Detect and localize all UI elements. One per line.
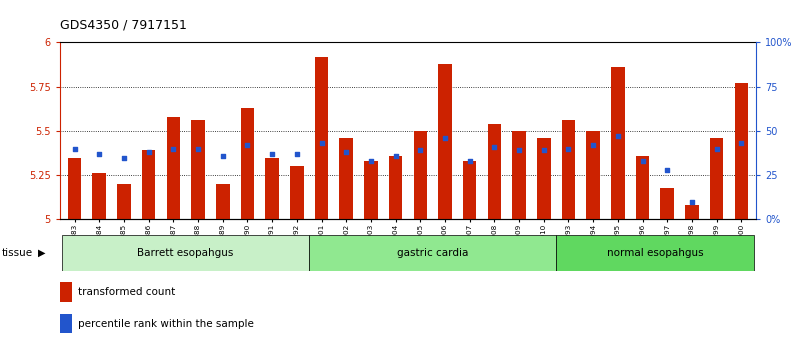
Point [389, 153, 402, 159]
Point [661, 167, 673, 173]
Bar [587, 131, 600, 219]
Bar [240, 108, 254, 219]
Text: transformed count: transformed count [78, 287, 175, 297]
Bar [556, 235, 754, 271]
Bar [166, 117, 180, 219]
Text: ▶: ▶ [38, 248, 45, 258]
Point [167, 146, 180, 152]
Bar [60, 314, 72, 333]
Point [587, 142, 599, 148]
Text: tissue: tissue [2, 248, 33, 258]
Point [735, 141, 747, 146]
Point [365, 158, 377, 164]
Point [266, 151, 279, 157]
Point [118, 155, 131, 160]
Point [291, 151, 303, 157]
Text: normal esopahgus: normal esopahgus [607, 248, 703, 258]
Bar [68, 158, 81, 219]
Text: percentile rank within the sample: percentile rank within the sample [78, 319, 254, 329]
Bar [439, 64, 452, 219]
Bar [685, 205, 699, 219]
Text: GDS4350 / 7917151: GDS4350 / 7917151 [60, 19, 186, 32]
Text: Barrett esopahgus: Barrett esopahgus [138, 248, 234, 258]
Point [488, 144, 501, 150]
Bar [735, 83, 748, 219]
Point [142, 149, 155, 155]
Bar [60, 282, 72, 302]
Point [537, 148, 550, 153]
Bar [537, 138, 551, 219]
Point [513, 148, 525, 153]
Point [414, 148, 427, 153]
Bar [661, 188, 674, 219]
Bar [142, 150, 155, 219]
Text: gastric cardia: gastric cardia [397, 248, 468, 258]
Bar [265, 158, 279, 219]
Bar [92, 173, 106, 219]
Bar [710, 138, 724, 219]
Bar [636, 156, 650, 219]
Bar [463, 161, 477, 219]
Bar [339, 138, 353, 219]
Point [192, 146, 205, 152]
Point [685, 199, 698, 205]
Point [241, 142, 254, 148]
Bar [191, 120, 205, 219]
Bar [364, 161, 377, 219]
Point [710, 146, 723, 152]
Point [562, 146, 575, 152]
Point [68, 146, 81, 152]
Point [463, 158, 476, 164]
Bar [413, 131, 427, 219]
Bar [388, 156, 403, 219]
Bar [117, 184, 131, 219]
Point [315, 141, 328, 146]
Bar [216, 184, 229, 219]
Bar [513, 131, 526, 219]
Point [439, 135, 451, 141]
Point [636, 158, 649, 164]
Bar [488, 124, 501, 219]
Bar [611, 67, 625, 219]
Bar [309, 235, 556, 271]
Bar [314, 57, 328, 219]
Point [93, 151, 106, 157]
Point [340, 149, 353, 155]
Bar [562, 120, 576, 219]
Point [217, 153, 229, 159]
Bar [290, 166, 303, 219]
Point [611, 133, 624, 139]
Bar [62, 235, 309, 271]
